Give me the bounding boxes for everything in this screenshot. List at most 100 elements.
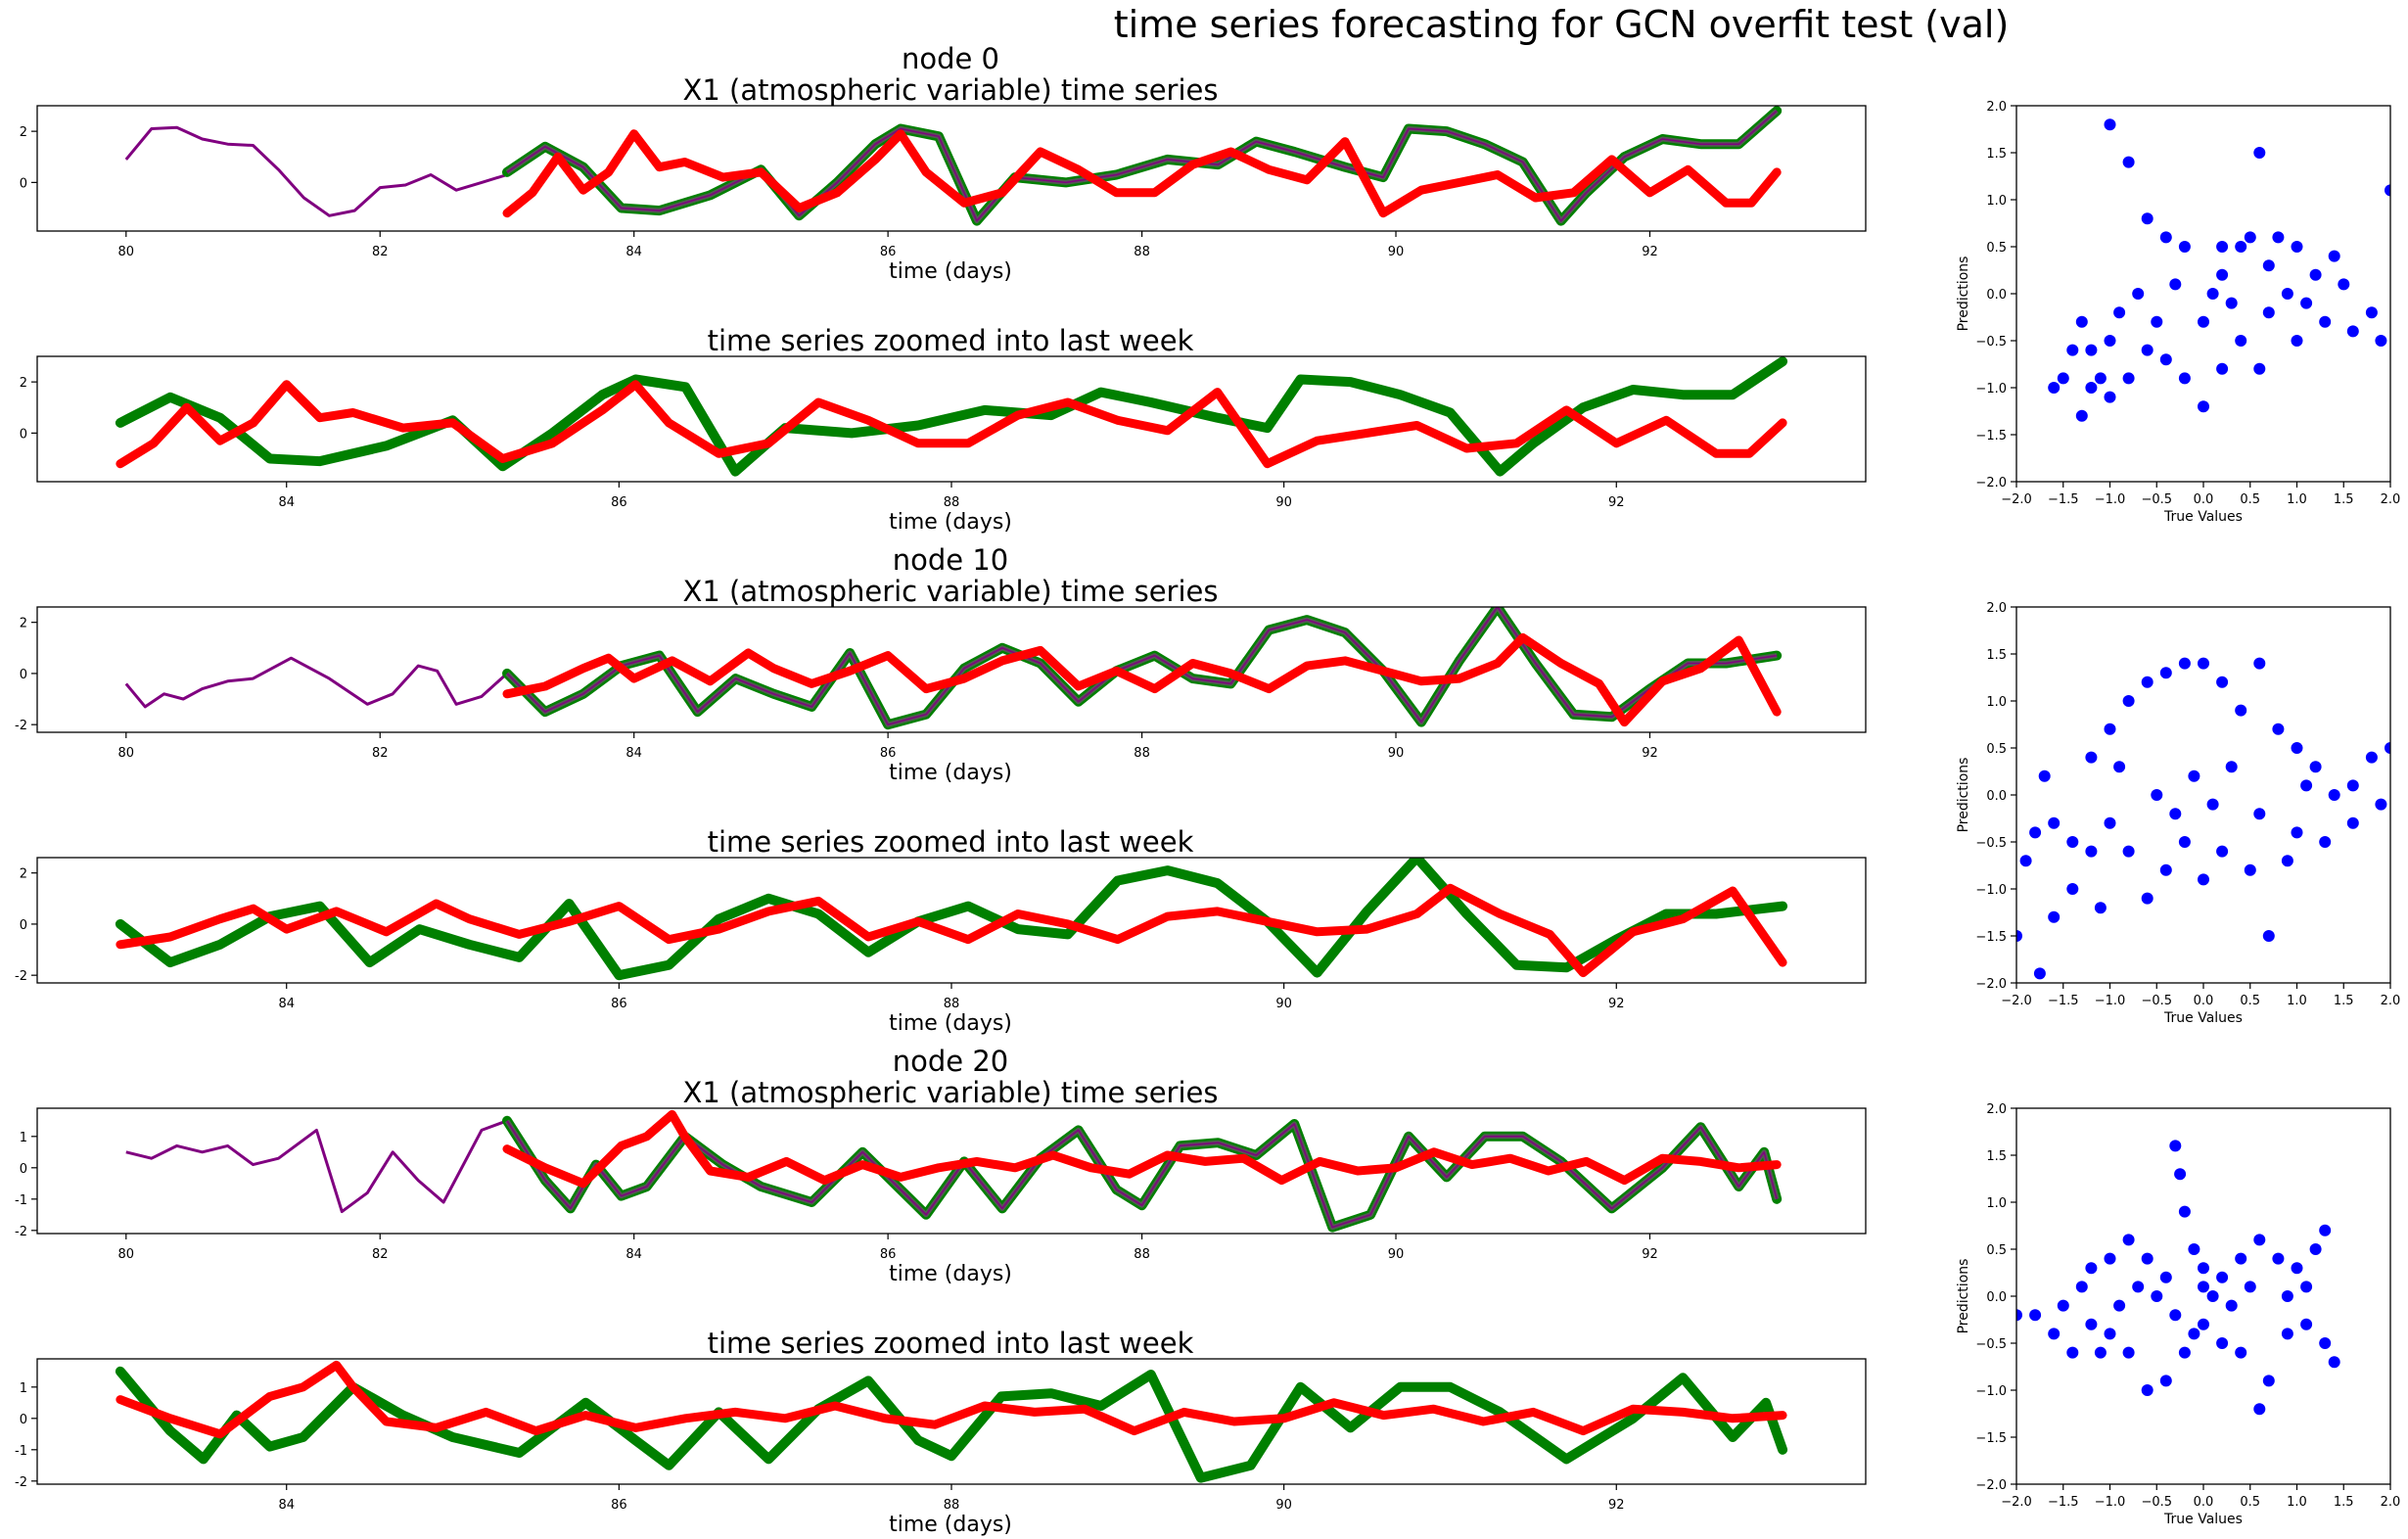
y-tick-label: 0 [20, 918, 27, 933]
scatter-point [2300, 1281, 2313, 1293]
scatter-point [2016, 930, 2022, 942]
y-tick-label: 2.0 [1986, 100, 2007, 115]
scatter-point [2253, 147, 2266, 159]
scatter-point [2262, 306, 2275, 319]
scatter-point [2272, 723, 2285, 735]
x-tick-label: 90 [1275, 997, 1292, 1011]
scatter-point [2132, 288, 2145, 300]
x-tick-label: −0.5 [2141, 994, 2172, 1008]
scatter-point [2216, 268, 2229, 281]
scatter-point [2300, 1318, 2313, 1330]
scatter-point [2188, 770, 2200, 782]
scatter-point [2216, 362, 2229, 375]
scatter-point [2122, 1346, 2135, 1359]
scatter-point [2178, 657, 2191, 670]
scatter-point [2122, 1234, 2135, 1246]
scatter-point [2225, 297, 2238, 309]
y-tick-label: 1.5 [1986, 648, 2007, 663]
x-tick-label: 0.5 [2240, 994, 2260, 1008]
prediction-series-line [502, 129, 1782, 218]
scatter-point [2253, 362, 2266, 375]
truth-series-line [115, 858, 1788, 981]
scatter-panel: −2.0 −1.5 −1.0 −0.5 0.0 0.5 1.0 1.5 2.0 2.0 1.5 1.0… [1956, 601, 2400, 1026]
scatter-point [2235, 1252, 2247, 1265]
prediction-series-line [502, 1109, 1782, 1189]
truth-center-line [506, 110, 1778, 222]
scatter-point [2174, 1168, 2187, 1181]
prediction-series-line [116, 883, 1787, 978]
x-tick-label: 1.5 [2334, 492, 2354, 507]
axes-title: time series zoomed into last week [708, 1327, 1194, 1360]
plot-area [124, 106, 1783, 226]
scatter-point [2141, 1252, 2153, 1265]
scatter-point [2244, 231, 2256, 244]
scatter-point [2141, 892, 2153, 905]
scatter-point [2291, 335, 2303, 347]
axes-title: time series zoomed into last week [708, 825, 1194, 859]
scatter-point [2029, 1309, 2042, 1322]
scatter-point [2085, 344, 2098, 356]
scatter-point [2104, 816, 2116, 829]
y-tick-label: -2 [15, 969, 27, 984]
y-tick-label: 0.5 [1986, 241, 2007, 256]
axes-title: time series zoomed into last week [708, 324, 1194, 357]
node-title: node 10 [893, 543, 1009, 577]
x-tick-label: 90 [1388, 1247, 1405, 1262]
scatter-point [2309, 268, 2322, 281]
y-tick-label: −1.0 [1975, 883, 2007, 898]
plot-area [124, 607, 1783, 730]
axes-frame [2015, 1107, 2391, 1485]
y-tick-label: 0.0 [1986, 288, 2007, 303]
axes-frame [36, 606, 1867, 733]
x-tick-label: 90 [1275, 495, 1292, 510]
scatter-point [2328, 1356, 2340, 1369]
history-series-line [125, 1119, 508, 1214]
scatter-point [2104, 1252, 2116, 1265]
x-tick-label: 92 [1608, 495, 1625, 510]
scatter-point [2141, 344, 2153, 356]
scatter-point [2159, 667, 2172, 679]
scatter-point [2104, 335, 2116, 347]
scatter-point [2048, 1328, 2061, 1340]
x-tick-label: 84 [278, 495, 295, 510]
scatter-point [2094, 1346, 2107, 1359]
axes-title: X1 (atmospheric variable) time series [682, 575, 1218, 608]
scatter-point [2291, 241, 2303, 253]
scatter-point [2244, 1281, 2256, 1293]
scatter-point [2346, 779, 2359, 792]
x-tick-label: 84 [625, 245, 642, 259]
x-tick-label: 1.0 [2287, 994, 2307, 1008]
scatter-point [2346, 816, 2359, 829]
scatter-panel: −2.0 −1.5 −1.0 −0.5 0.0 0.5 1.0 1.5 2.0 2.0 1.5 1.0… [1956, 100, 2400, 525]
scatter-point [2141, 676, 2153, 688]
x-tick-label: 1.0 [2287, 492, 2307, 507]
x-tick-label: 92 [1642, 245, 1658, 259]
scatter-point [2198, 657, 2209, 670]
x-tick-label: −1.0 [2095, 492, 2126, 507]
y-tick-label: -1 [15, 1444, 27, 1459]
scatter-point [2375, 798, 2387, 811]
x-tick-label: 84 [278, 1498, 295, 1513]
truth-center-line [506, 1120, 1778, 1229]
node-title: node 20 [893, 1045, 1009, 1078]
timeseries-panel: node 0X1 (atmospheric variable) time ser… [20, 42, 1867, 284]
x-tick-label: 80 [118, 746, 135, 761]
x-tick-label: 88 [1134, 746, 1150, 761]
scatter-point [2235, 241, 2247, 253]
x-tick-label: −1.0 [2095, 1495, 2126, 1510]
scatter-point [2253, 808, 2266, 820]
x-tick-label: 0.0 [2194, 1495, 2214, 1510]
y-tick-label: 0 [20, 1162, 27, 1177]
y-tick-label: 0.0 [1986, 789, 2007, 804]
x-tick-label: 86 [880, 245, 897, 259]
scatter-point [2066, 836, 2079, 848]
timeseries-panel: time series zoomed into last week 84 86 88 9… [20, 324, 1867, 535]
scatter-point [2235, 704, 2247, 717]
scatter-point [2132, 1281, 2145, 1293]
scatter-point [2159, 231, 2172, 244]
scatter-point [2206, 1290, 2219, 1302]
x-tick-label: 92 [1642, 746, 1658, 761]
scatter-point [2253, 657, 2266, 670]
scatter-point [2057, 1299, 2069, 1312]
